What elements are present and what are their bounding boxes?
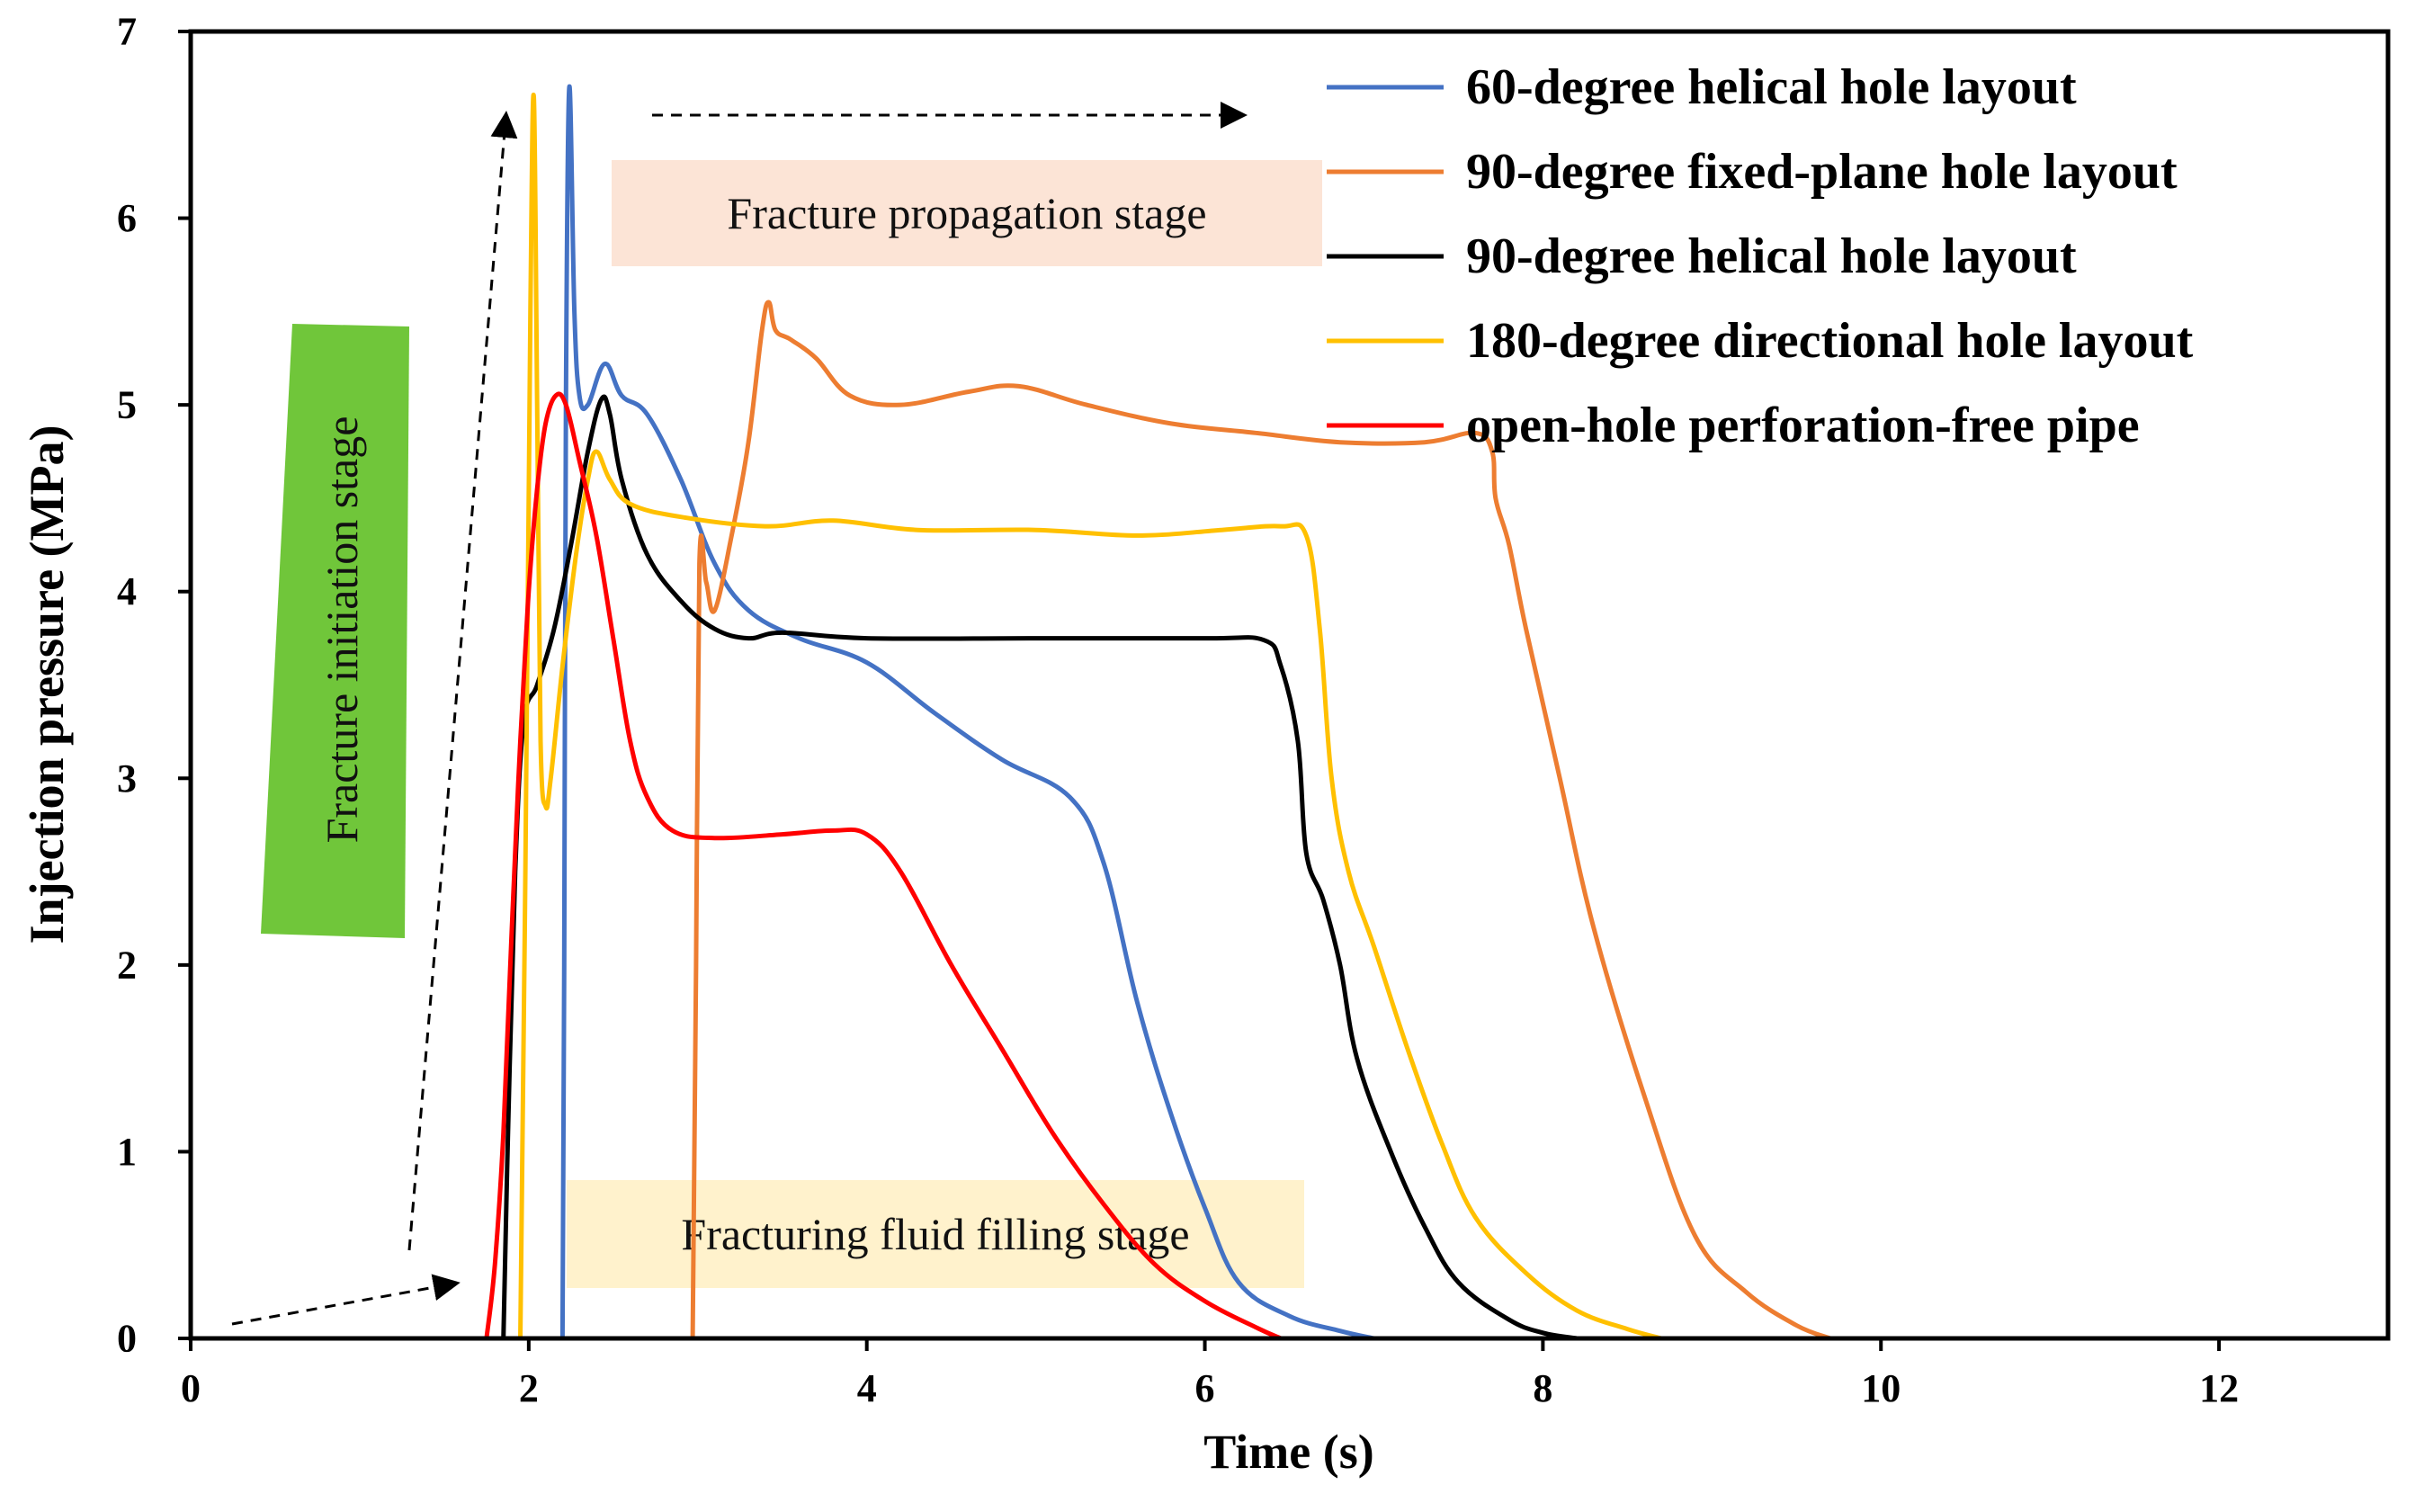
legend-item-180-degree-directional-hole-layout: 180-degree directional hole layout: [1327, 313, 2194, 369]
legend-item-open-hole-perforation-free-pipe: open-hole perforation-free pipe: [1327, 398, 2140, 453]
legend-label: open-hole perforation-free pipe: [1466, 398, 2140, 453]
y-tick-label: 4: [117, 569, 137, 613]
series-layer: [484, 84, 1833, 1341]
annotation-filling-text: Fracturing fluid filling stage: [681, 1209, 1189, 1259]
legend-item-90-degree-helical-hole-layout: 90-degree helical hole layout: [1327, 228, 2077, 284]
annotation-propagation-text: Fracture propagation stage: [727, 188, 1206, 238]
annotation-initiation-text: Fracture initiation stage: [317, 416, 367, 844]
annotation-initiation-box: [261, 324, 409, 938]
series-line-60-degree-helical-hole-layout: [559, 84, 1376, 1341]
series-line-open-hole-perforation-free-pipe: [484, 391, 1284, 1341]
y-tick-label: 1: [117, 1130, 137, 1174]
annotation-propagation-box: [612, 160, 1322, 266]
legend-label: 180-degree directional hole layout: [1466, 313, 2194, 369]
y-tick-label: 0: [117, 1317, 137, 1361]
y-tick-label: 7: [117, 10, 137, 54]
series-line-180-degree-directional-hole-layout: [518, 93, 1664, 1341]
legend-item-90-degree-fixed-plane-hole-layout: 90-degree fixed-plane hole layout: [1327, 144, 2178, 200]
series-line-90-degree-helical-hole-layout: [501, 394, 1579, 1341]
y-tick-label: 5: [117, 383, 137, 427]
y-tick-label: 2: [117, 943, 137, 987]
y-tick-label: 3: [117, 756, 137, 801]
legend-label: 90-degree fixed-plane hole layout: [1466, 144, 2178, 200]
x-tick-label: 12: [2199, 1366, 2239, 1410]
x-tick-label: 2: [519, 1366, 539, 1410]
x-tick-label: 10: [1861, 1366, 1901, 1410]
legend-item-60-degree-helical-hole-layout: 60-degree helical hole layout: [1327, 59, 2077, 115]
annotation-filling-box: [567, 1180, 1304, 1288]
y-tick-label: 6: [117, 196, 137, 240]
annotation-initiation: Fracture initiation stage: [261, 324, 409, 938]
legend-label: 60-degree helical hole layout: [1466, 59, 2077, 115]
y-axis-title: Injection pressure (MPa): [20, 425, 74, 944]
plot-frame: [188, 29, 2391, 1341]
x-tick-label: 4: [857, 1366, 877, 1410]
x-tick-label: 6: [1195, 1366, 1215, 1410]
series-line-90-degree-fixed-plane-hole-layout: [690, 300, 1833, 1341]
annotation-propagation: Fracture propagation stage: [612, 160, 1322, 266]
y-axis-ticks: 0 1 2 3 4 5 6 7: [117, 10, 191, 1361]
annotation-filling: Fracturing fluid filling stage: [567, 1180, 1304, 1288]
x-axis-ticks: 0 2 4 6 8 10 12: [181, 1338, 2239, 1410]
x-tick-label: 0: [181, 1366, 201, 1410]
x-tick-label: 8: [1533, 1366, 1552, 1410]
legend: 60-degree helical hole layout 90-degree f…: [1327, 59, 2194, 453]
x-axis-title: Time (s): [1203, 1425, 1373, 1479]
legend-label: 90-degree helical hole layout: [1466, 228, 2077, 284]
